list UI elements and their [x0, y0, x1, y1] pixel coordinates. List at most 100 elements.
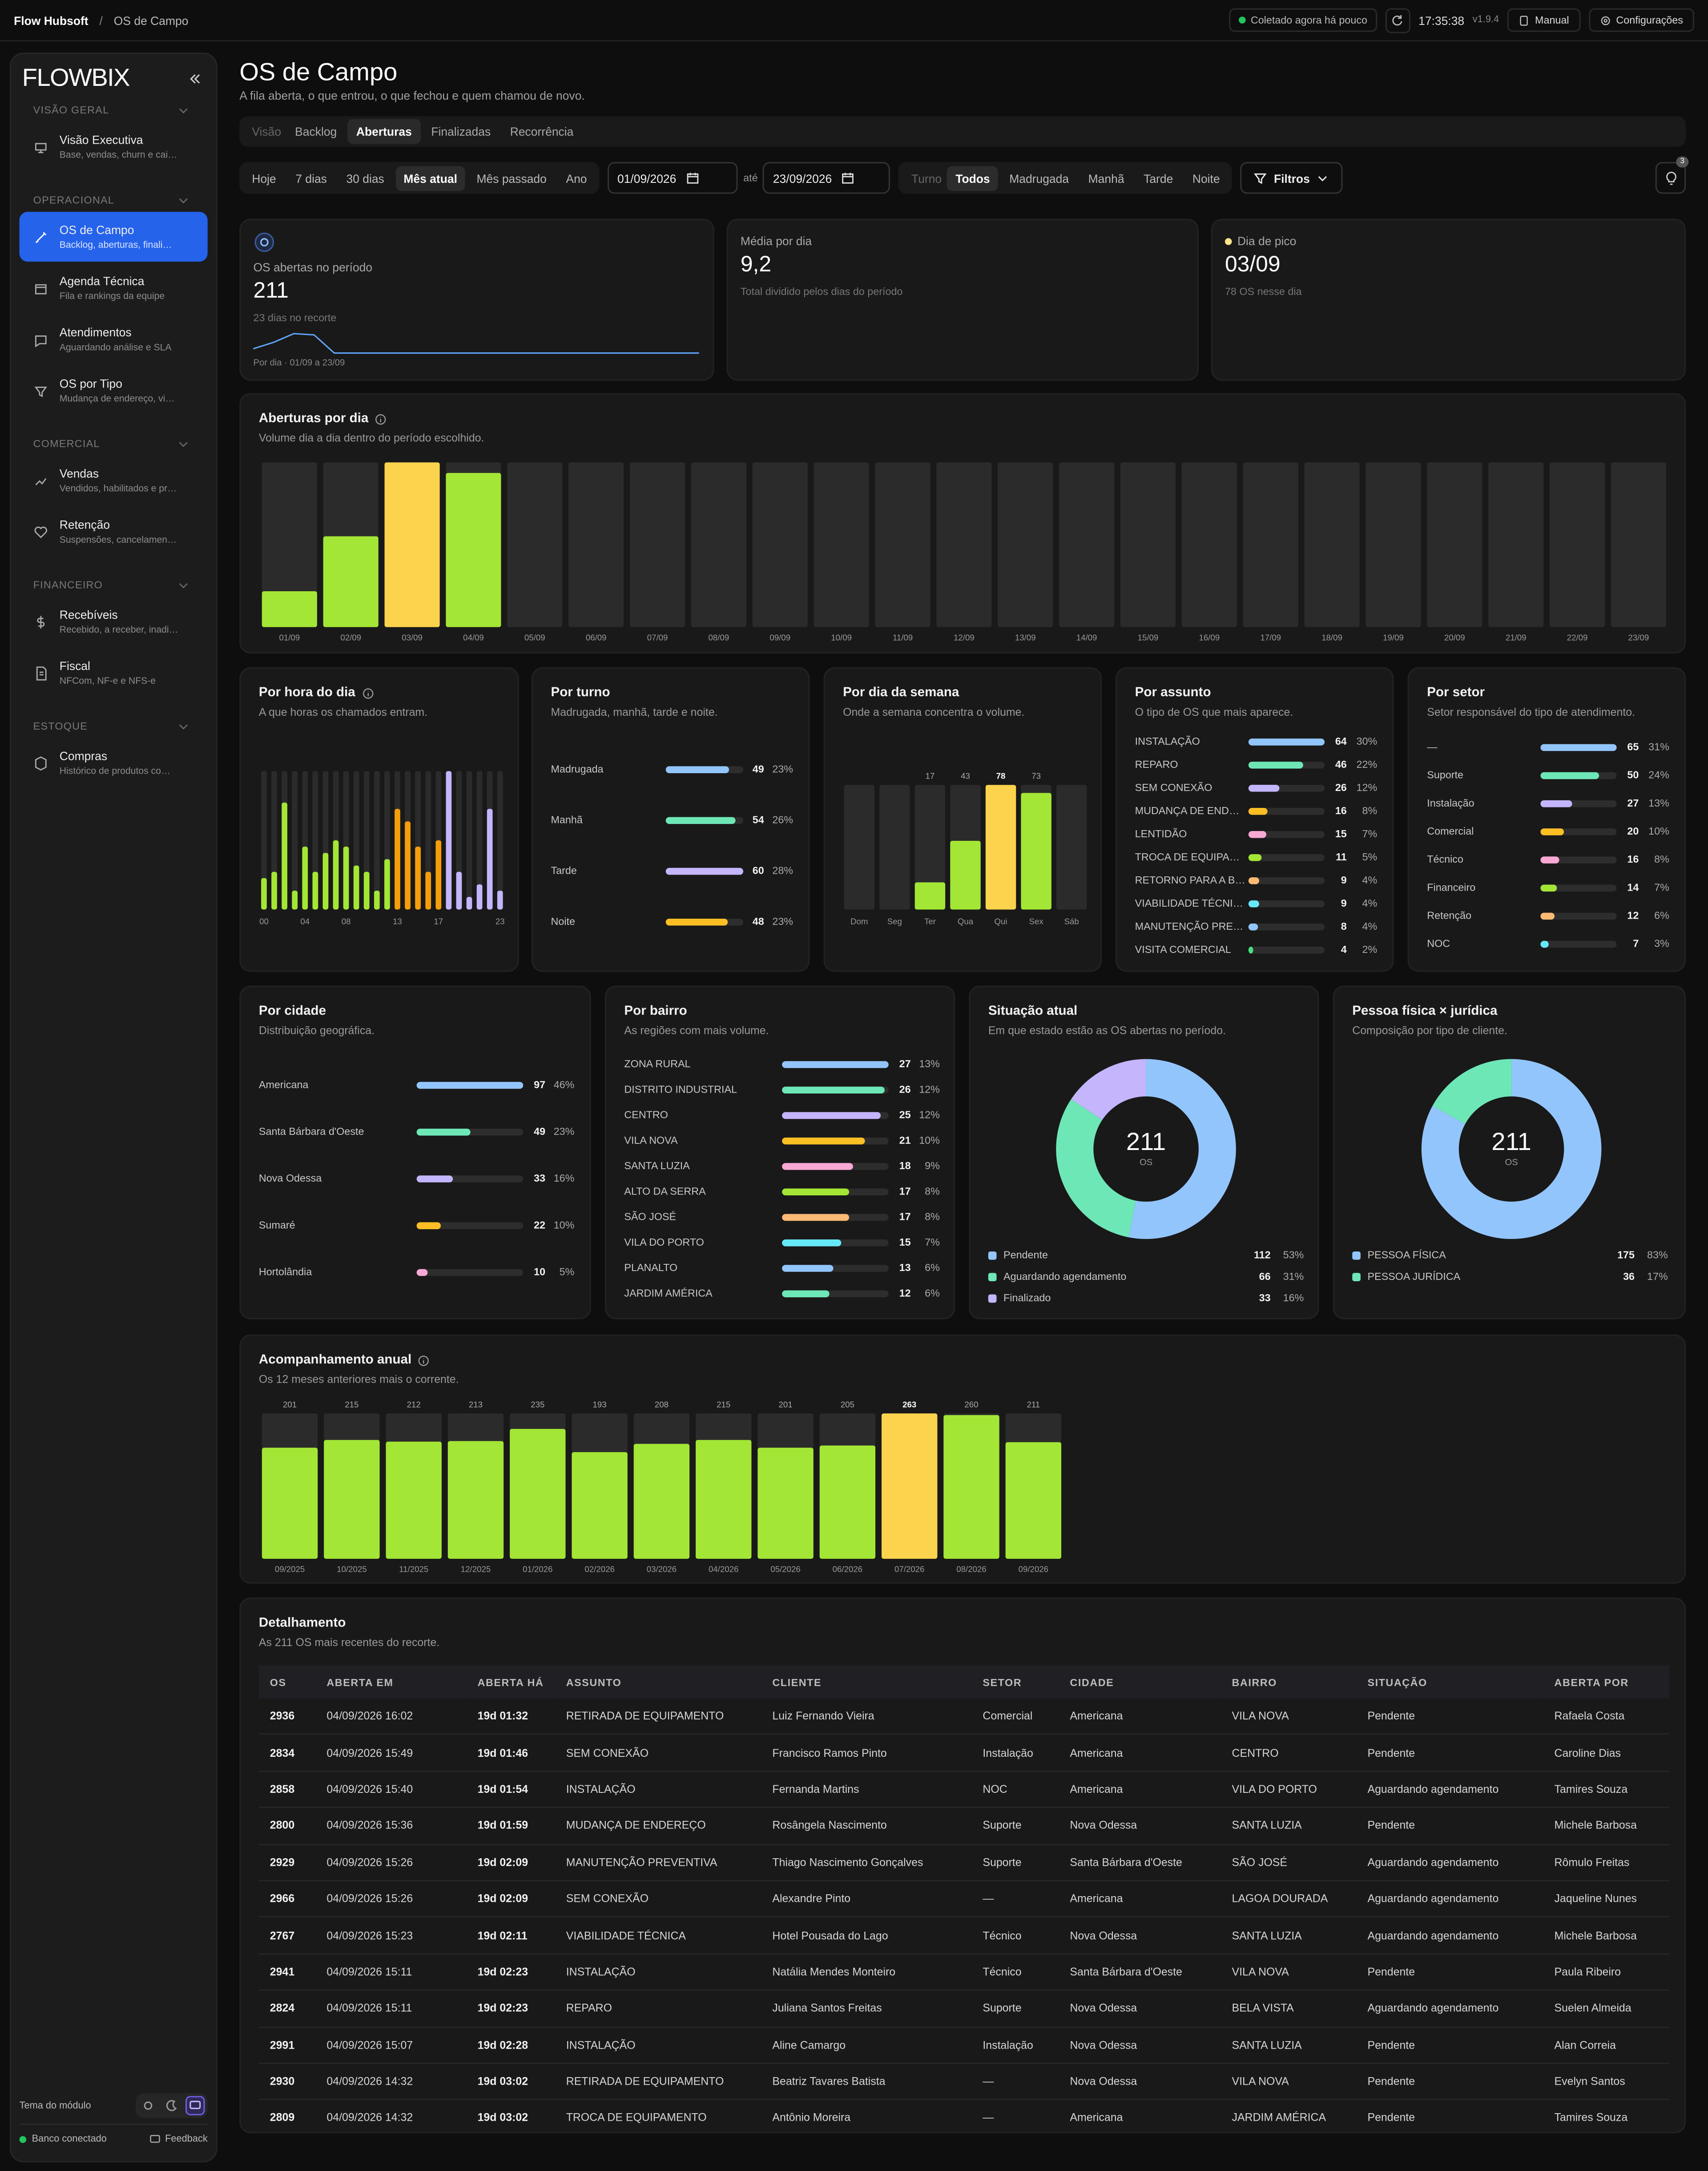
column-header[interactable]: ASSUNTO — [555, 1665, 761, 1699]
table-row[interactable]: 2824 04/09/2026 15:11 19d 02:23 REPARO Julia… — [258, 1990, 1669, 2028]
share-label: 6% — [925, 1262, 940, 1273]
manual-button[interactable]: Manual — [1507, 8, 1580, 32]
header-row: OS ABERTA EM ABERTA HÁ ASSUNTO CLIENTE SETOR C… — [258, 1665, 1669, 1699]
period-option[interactable]: Mês passado — [476, 171, 547, 185]
alerts-button[interactable]: 3 — [1655, 156, 1689, 194]
bar-track — [1248, 877, 1325, 884]
nav-item[interactable]: OS por Tipo Mudança de endereço, vi… — [20, 366, 208, 416]
shift-option[interactable]: Tarde — [1144, 171, 1173, 185]
section-header[interactable]: OPERACIONAL — [11, 188, 216, 210]
table-row[interactable]: 2929 04/09/2026 15:26 19d 02:09 MANUTENÇÃO … — [258, 1844, 1669, 1881]
table-row[interactable]: 2809 04/09/2026 14:32 19d 03:02 TROCA DE EQ… — [258, 2099, 1669, 2132]
table-cell: Juliana Santos Freitas — [761, 1990, 972, 2028]
tab[interactable]: Finalizadas — [431, 125, 491, 139]
detail-table: OS ABERTA EM ABERTA HÁ ASSUNTO CLIENTE SETOR C… — [258, 1665, 1669, 2132]
theme-light[interactable] — [138, 2096, 158, 2115]
bar — [943, 1415, 999, 1559]
table-row[interactable]: 2930 04/09/2026 14:32 19d 03:02 RETIRADA DE… — [258, 2063, 1669, 2101]
column-header[interactable]: ABERTA HÁ — [466, 1665, 555, 1699]
section-header[interactable]: FINANCEIRO — [11, 573, 216, 595]
nav-item[interactable]: Vendas Vendidos, habilitados e pr… — [20, 456, 208, 505]
nav-item[interactable]: OS de Campo Backlog, aberturas, finali… — [19, 212, 208, 262]
nav-item[interactable]: Atendimentos Aguardando análise e SLA — [20, 314, 208, 364]
info-icon[interactable] — [375, 413, 387, 424]
brand[interactable]: Flow Hubsoft — [14, 13, 89, 27]
table-row[interactable]: 2767 04/09/2026 15:23 19d 02:11 VIABILIDADE… — [258, 1917, 1669, 1955]
bar-track — [1540, 940, 1617, 948]
table-cell: Instalação — [971, 1734, 1059, 1772]
bulb-icon-shape — [1665, 171, 1676, 185]
kpi-note: 78 OS nesse dia — [1225, 285, 1302, 298]
table-row[interactable]: 2991 04/09/2026 15:07 19d 02:28 INSTALAÇÃO A… — [258, 2026, 1669, 2064]
tab[interactable]: Backlog — [295, 125, 337, 139]
nav-item[interactable]: Agenda Técnica Fila e rankings da equipe — [20, 263, 208, 313]
theme-dark[interactable] — [162, 2096, 181, 2115]
refresh-button[interactable] — [1385, 8, 1410, 33]
table-row[interactable]: 2858 04/09/2026 15:40 19d 01:54 INSTALAÇÃO F… — [258, 1771, 1669, 1808]
nav-item[interactable]: Retenção Suspensões, cancelamen… — [20, 507, 208, 557]
bar-track — [875, 462, 931, 627]
column-header[interactable]: ABERTA POR — [1543, 1665, 1669, 1699]
nav-item[interactable]: Compras Histórico de produtos co… — [20, 738, 208, 788]
column-header[interactable]: BAIRRO — [1221, 1665, 1357, 1699]
bar — [1540, 800, 1572, 807]
section-header[interactable]: COMERCIAL — [11, 432, 216, 454]
filters-button[interactable]: Filtros — [1241, 162, 1343, 194]
category-label: Hortolândia — [259, 1266, 312, 1278]
card-subtitle: Distribuição geográfica. — [258, 1024, 375, 1037]
column-header[interactable]: CLIENTE — [761, 1665, 972, 1699]
feedback-button[interactable]: Feedback — [150, 2133, 208, 2144]
shift-option[interactable]: Noite — [1192, 171, 1220, 185]
breadcrumb-separator: / — [99, 13, 103, 27]
column-header[interactable]: SETOR — [971, 1665, 1059, 1699]
share-label: 4% — [1362, 897, 1378, 909]
info-icon[interactable] — [419, 1355, 430, 1366]
tab[interactable]: Recorrência — [510, 125, 574, 139]
shift-option[interactable]: Todos — [947, 165, 999, 190]
table-row[interactable]: 2834 04/09/2026 15:49 19d 01:46 SEM CONEXÃO… — [258, 1734, 1669, 1772]
date-from-input[interactable]: 01/09/2026 — [608, 162, 738, 194]
period-option[interactable]: 30 dias — [346, 171, 384, 185]
collapse-button[interactable] — [188, 72, 202, 86]
column-header[interactable]: SITUAÇÃO — [1356, 1665, 1543, 1699]
table-cell: 04/09/2026 15:26 — [315, 1844, 467, 1881]
date-to-input[interactable]: 23/09/2026 — [763, 162, 891, 194]
period-option[interactable]: Ano — [566, 171, 587, 185]
nav-item[interactable]: Fiscal NFCom, NF-e e NFS-e — [20, 648, 208, 698]
legend-value: 33 — [1259, 1292, 1271, 1303]
nav-label: Recebíveis — [59, 608, 118, 622]
tab[interactable]: Aberturas — [348, 119, 420, 144]
nav-desc: Base, vendas, churn e cai… — [59, 151, 177, 161]
nav-item[interactable]: Visão Executiva Base, vendas, churn e cai… — [20, 122, 208, 172]
period-option[interactable]: Hoje — [252, 171, 276, 185]
table-cell: REPARO — [555, 1990, 761, 2028]
table-row[interactable]: 2941 04/09/2026 15:11 19d 02:23 INSTALAÇÃO N… — [258, 1953, 1669, 1991]
section-header[interactable]: VISÃO GERAL — [11, 98, 216, 121]
shift-option[interactable]: Madrugada — [1009, 171, 1069, 185]
column-header[interactable]: ABERTA EM — [315, 1665, 467, 1699]
column-header[interactable]: OS — [258, 1665, 316, 1699]
table-cell: INSTALAÇÃO — [555, 1953, 761, 1991]
detail-table-card: Detalhamento As 211 OS mais recentes do … — [239, 1598, 1686, 2134]
theme-system[interactable] — [185, 2096, 205, 2115]
period-option[interactable]: 7 dias — [295, 171, 327, 185]
section-header[interactable]: ESTOQUE — [11, 714, 216, 737]
table-row[interactable]: 2936 04/09/2026 16:02 19d 01:32 RETIRADA DE… — [258, 1699, 1669, 1735]
settings-button[interactable]: Configurações — [1588, 8, 1694, 32]
table-cell: 19d 02:09 — [466, 1880, 555, 1918]
value-label: 215 — [345, 1400, 359, 1409]
column-header[interactable]: CIDADE — [1059, 1665, 1221, 1699]
shift-option[interactable]: Manhã — [1088, 171, 1124, 185]
table-cell: 19d 01:32 — [466, 1699, 555, 1735]
info-icon[interactable] — [362, 687, 373, 698]
table-row[interactable]: 2800 04/09/2026 15:36 19d 01:59 MUDANÇA DE … — [258, 1807, 1669, 1845]
x-tick-label: 08/2026 — [956, 1565, 986, 1574]
kpi-sparkline — [253, 333, 699, 354]
value-label: 17 — [926, 771, 935, 781]
bar — [782, 1214, 850, 1221]
nav-text: OS por Tipo Mudança de endereço, vi… — [60, 376, 193, 404]
table-row[interactable]: 2966 04/09/2026 15:26 19d 02:09 SEM CONEXÃO… — [258, 1880, 1669, 1918]
nav-item[interactable]: Recebíveis Recebido, a receber, inadi… — [20, 597, 208, 646]
table-cell: SANTA LUZIA — [1221, 1807, 1357, 1845]
period-option[interactable]: Mês atual — [395, 165, 466, 190]
